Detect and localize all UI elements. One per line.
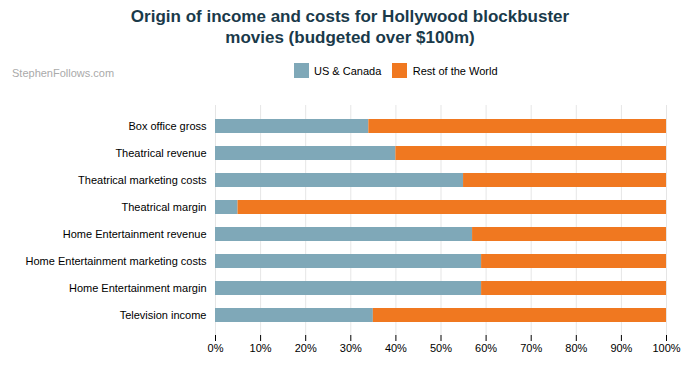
svg-text:50%: 50% [430,342,452,354]
svg-text:Home Entertainment margin: Home Entertainment margin [69,282,207,294]
html-text:Rest of the World: Rest of the World [412,64,498,77]
svg-text:Home Entertainment marketing c: Home Entertainment marketing costs [26,255,207,267]
svg-text:0%: 0% [208,342,224,354]
svg-text:100%: 100% [652,342,680,354]
html-text:Origin of income and costs for: Origin of income and costs for Hollywood… [130,7,570,47]
svg-text:40%: 40% [385,342,407,354]
svg-text:Box office gross: Box office gross [128,120,207,132]
html-text:StephenFollows.com: StephenFollows.com [12,67,115,80]
svg-text:Theatrical revenue: Theatrical revenue [115,147,206,159]
svg-text:Theatrical marketing costs: Theatrical marketing costs [78,174,207,186]
svg-text:70%: 70% [520,342,542,354]
svg-text:30%: 30% [340,342,362,354]
html-text:US & Canada: US & Canada [314,64,382,77]
svg-text:20%: 20% [295,342,317,354]
svg-text:60%: 60% [475,342,497,354]
svg-text:Home Entertainment revenue: Home Entertainment revenue [63,228,207,240]
svg-text:Theatrical margin: Theatrical margin [122,201,207,213]
svg-text:10%: 10% [250,342,272,354]
svg-text:90%: 90% [610,342,632,354]
svg-text:80%: 80% [565,342,587,354]
svg-text:Television income: Television income [120,309,207,321]
